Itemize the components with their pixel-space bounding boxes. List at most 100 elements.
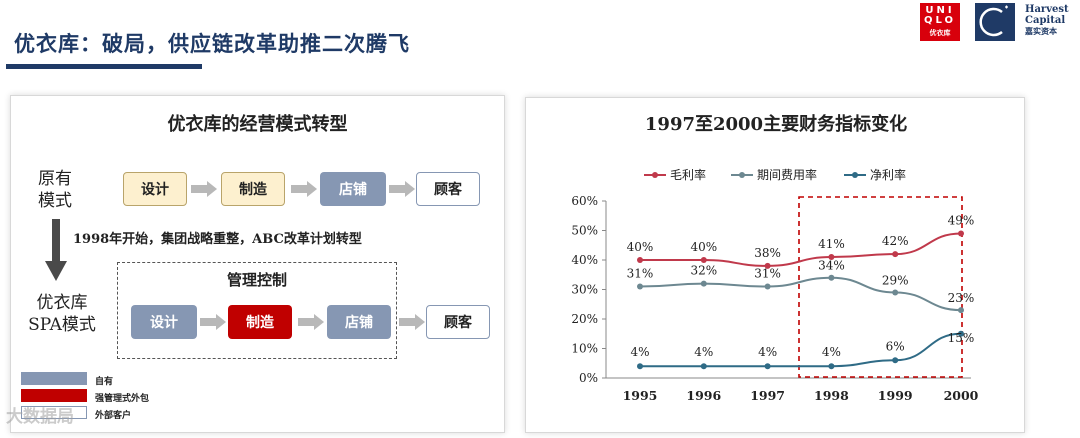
data-label: 15% [948,331,975,345]
data-label: 41% [818,237,845,251]
series-line [639,276,962,312]
x-tick-label: 1995 [623,388,658,403]
data-label: 31% [627,267,654,281]
legend-label: 期间费用率 [757,167,817,182]
arrow-right-icon [200,314,226,330]
legend-swatch-outsourced [21,389,87,402]
data-point [892,357,899,364]
data-point [764,262,771,269]
page-title: 优衣库：破局，供应链改革助推二次腾飞 [14,31,410,56]
arrow-right-icon [399,314,425,330]
arrow-right-icon [291,181,317,197]
uniqlo-logo-line2: QLO [923,15,957,26]
series-1: 40% 40% 38% 41% 42% 49% [627,213,975,269]
spa-store-box: 店铺 [327,305,391,339]
data-label: 4% [694,345,713,359]
financial-line-chart: 1997至2000主要财务指标变化 毛利率 期间费用率 净利率 0% 10% 20% 30… [571,113,978,403]
y-tick-label: 60% [571,194,598,208]
financial-chart-panel: 1997至2000主要财务指标变化 毛利率 期间费用率 净利率 0% 10% 20% 30… [525,97,1025,433]
legend-label: 净利率 [870,167,906,182]
legend-item: 净利率 [844,167,906,182]
watermark: 大数据局 [6,407,74,427]
original-manufacture-box: 制造 [221,172,285,206]
x-tick-label: 1996 [686,388,721,403]
data-label: 29% [882,273,909,287]
arrow-right-icon [298,314,324,330]
arrow-right-icon [191,181,217,197]
chart-axes: 0% 10% 20% 30% 40% 50% 60% 1995 1996 1997 1998 1999… [571,194,978,403]
legend-marker [852,172,858,178]
harvest-capital-wordmark: Harvest Capital 嘉实资本 [1025,4,1069,37]
title-underline [6,64,202,69]
original-design-box: 设计 [123,172,187,206]
data-point [958,330,964,337]
data-point [637,283,643,290]
arrow-right-icon [389,181,415,197]
legend-label-external: 外部客户 [95,411,132,421]
series-line [639,332,962,368]
x-tick-label: 1998 [814,388,849,403]
original-store-box: 店铺 [320,172,386,206]
data-point [700,363,707,370]
transition-note: 1998年开始，集团战略重整，ABC改革计划转型 [73,232,362,247]
y-tick-label: 0% [579,371,598,385]
legend-label: 毛利率 [670,167,706,182]
spa-manufacture-box: 制造 [228,305,292,339]
arrow-down-icon [45,219,67,281]
management-control-area [117,262,397,359]
data-point [700,257,707,263]
management-control-label: 管理控制 [227,271,288,289]
data-point [828,254,835,261]
series-2: 31% 32% 31% 34% 29% 23% [627,259,975,314]
x-tick-label: 2000 [944,388,979,403]
data-point [764,283,771,290]
original-customer-box: 顾客 [416,172,480,206]
original-model-label: 原有 模式 [38,169,72,211]
highlight-range-box [798,196,963,378]
harvest-name-line2: Capital [1025,15,1066,26]
data-label: 38% [754,246,781,260]
business-model-title: 优衣库的经营模式转型 [167,114,348,135]
legend-item: 毛利率 [644,167,706,182]
data-label: 4% [822,345,841,359]
series-line [640,232,962,267]
data-label: 34% [818,259,845,273]
spa-design-box: 设计 [131,305,197,339]
chart-series: 40% 40% 38%41% 42%49%31% 32% 31%34%29%23%4% 4%… [627,213,975,370]
data-label: 40% [690,240,717,254]
data-label: 40% [627,240,654,254]
data-point [958,230,964,237]
legend-swatch-external [21,406,87,419]
data-label: 6% [886,339,905,353]
harvest-capital-logo-icon [975,3,1015,41]
y-tick-label: 10% [571,342,598,356]
harvest-name-cn: 嘉实资本 [1025,26,1057,36]
data-point [637,257,643,263]
legend-marker [652,172,658,178]
data-point [892,251,899,258]
legend-item: 期间费用率 [731,167,817,182]
data-label: 4% [630,345,649,359]
data-point [637,363,643,370]
legend-marker [739,172,745,178]
data-label: 32% [690,264,717,278]
data-label: 42% [882,234,909,248]
spa-model-label: 优衣库 SPA模式 [28,293,96,335]
series-3: 4% 4% 4% 4% 6% 15% [630,330,975,370]
data-label: 23% [948,291,975,305]
legend-label-outsourced: 强管理式外包 [95,394,150,404]
y-tick-label: 40% [571,253,598,267]
data-point [700,280,707,287]
spa-customer-box: 顾客 [426,305,490,339]
y-tick-label: 30% [571,283,598,297]
legend-swatch-own [21,372,87,385]
chart-legend: 毛利率 期间费用率 净利率 [644,167,906,182]
uniqlo-logo-line1: UNI [925,5,955,16]
data-point [764,363,771,370]
x-tick-label: 1997 [750,388,785,403]
data-label: 49% [948,213,975,227]
y-tick-label: 50% [571,224,598,238]
x-tick-label: 1999 [878,388,913,403]
harvest-name-line1: Harvest [1025,4,1069,15]
legend-label-own: 自有 [95,377,114,387]
